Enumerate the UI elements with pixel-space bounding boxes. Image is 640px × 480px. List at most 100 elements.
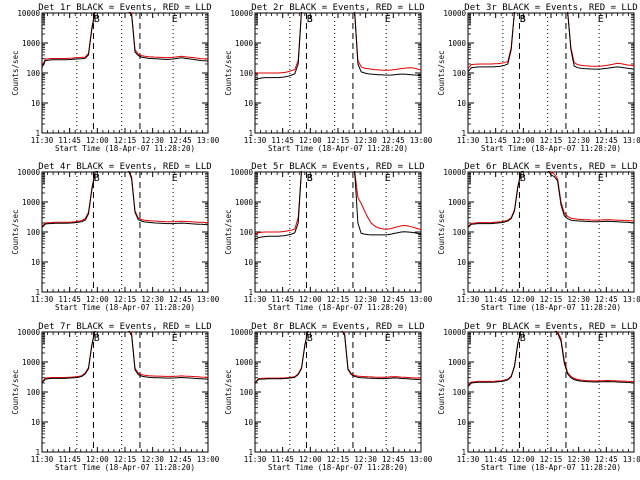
x-tick-label: 11:30 — [244, 295, 267, 304]
x-tick-label: 12:15 — [114, 455, 137, 464]
y-tick-label: 1000 — [448, 358, 467, 367]
series-line-events — [42, 12, 208, 68]
x-tick-label: 13:00 — [623, 136, 640, 145]
annotation-E: E — [598, 14, 604, 25]
x-tick-label: 11:30 — [244, 455, 267, 464]
x-tick-label: 13:00 — [623, 455, 640, 464]
x-tick-label: 12:15 — [327, 295, 350, 304]
plot-frame — [467, 331, 635, 453]
series-line-lld — [255, 331, 421, 384]
y-tick-label: 100 — [239, 228, 253, 237]
x-tick-label: 13:00 — [197, 295, 220, 304]
series-line-events — [42, 331, 208, 384]
y-tick-label: 1000 — [235, 358, 254, 367]
y-tick-label: 100 — [239, 388, 253, 397]
series-line-lld — [468, 331, 634, 387]
chart-panel-4: Det 4r BLACK = Events, RED = LLD 1 10 100 10… — [11, 162, 220, 312]
y-tick-label: 100 — [26, 228, 40, 237]
x-tick-label: 12:15 — [540, 136, 563, 145]
y-tick-label: 100 — [26, 388, 40, 397]
y-tick-label: 10 — [31, 99, 41, 108]
series-line-lld — [42, 12, 208, 68]
y-tick-label: 100 — [452, 69, 466, 78]
x-tick-label: 12:00 — [512, 136, 535, 145]
annotation-E: E — [598, 333, 604, 344]
plot-frame — [467, 12, 635, 134]
y-tick-label: 10000 — [230, 328, 253, 337]
y-tick-label: 10000 — [230, 9, 253, 18]
x-tick-label: 12:30 — [141, 295, 164, 304]
x-tick-label: 11:45 — [58, 295, 81, 304]
y-tick-label: 10000 — [230, 168, 253, 177]
chart-panel-9: Det 9r BLACK = Events, RED = LLD 1 10 100 10… — [437, 322, 640, 472]
x-axis-title: Start Time (18-Apr-07 11:28:20) — [481, 144, 621, 153]
y-tick-label: 100 — [239, 69, 253, 78]
y-tick-label: 100 — [452, 388, 466, 397]
series-line-events — [468, 12, 634, 73]
chart-panel-2: Det 2r BLACK = Events, RED = LLD 1 10 100 10… — [224, 3, 433, 153]
y-axis-title: Counts/sec — [437, 50, 446, 95]
x-tick-label: 13:00 — [410, 295, 433, 304]
y-tick-label: 1 — [248, 129, 253, 138]
series-line-lld — [42, 331, 208, 383]
plot-frame — [41, 12, 209, 134]
chart-panel-1: Det 1r BLACK = Events, RED = LLD 1 10 100 10… — [11, 3, 220, 153]
x-tick-label: 12:30 — [141, 455, 164, 464]
chart-panel-3: Det 3r BLACK = Events, RED = LLD 1 10 100 10… — [437, 3, 640, 153]
x-tick-label: 12:45 — [595, 295, 618, 304]
y-tick-label: 1 — [248, 288, 253, 297]
x-tick-label: 12:45 — [382, 455, 405, 464]
y-axis-title: Counts/sec — [11, 369, 20, 414]
y-tick-label: 1000 — [448, 198, 467, 207]
y-tick-label: 10 — [244, 99, 254, 108]
x-tick-label: 12:30 — [567, 455, 590, 464]
x-tick-label: 13:00 — [623, 295, 640, 304]
y-tick-label: 10 — [457, 99, 467, 108]
annotation-E: E — [172, 14, 178, 25]
annotation-S: S — [307, 173, 313, 184]
annotation-B: B — [307, 14, 313, 25]
x-tick-label: 12:30 — [567, 295, 590, 304]
annotation-B: B — [307, 333, 313, 344]
x-axis-title: Start Time (18-Apr-07 11:28:20) — [268, 303, 408, 312]
x-tick-label: 11:30 — [31, 455, 54, 464]
panel-title: Det 3r BLACK = Events, RED = LLD — [464, 3, 637, 13]
x-axis-title: Start Time (18-Apr-07 11:28:20) — [268, 144, 408, 153]
y-tick-label: 1 — [461, 288, 466, 297]
y-tick-label: 1000 — [22, 358, 41, 367]
x-tick-label: 12:30 — [141, 136, 164, 145]
panel-title: Det 5r BLACK = Events, RED = LLD — [251, 162, 424, 172]
annotation-E: E — [385, 173, 391, 184]
x-tick-label: 12:00 — [512, 295, 535, 304]
y-axis-title: Counts/sec — [437, 369, 446, 414]
annotation-B: B — [94, 14, 100, 25]
series-line-events — [255, 171, 421, 241]
y-axis-title: Counts/sec — [437, 209, 446, 254]
x-tick-label: 12:45 — [382, 295, 405, 304]
y-axis-title: Counts/sec — [224, 369, 233, 414]
panel-title: Det 7r BLACK = Events, RED = LLD — [38, 322, 211, 332]
series-line-lld — [468, 171, 634, 228]
x-tick-label: 13:00 — [410, 136, 433, 145]
chart-panel-7: Det 7r BLACK = Events, RED = LLD 1 10 100 10… — [11, 322, 220, 472]
x-axis-title: Start Time (18-Apr-07 11:28:20) — [55, 463, 195, 472]
y-tick-label: 1 — [35, 129, 40, 138]
x-axis-title: Start Time (18-Apr-07 11:28:20) — [268, 463, 408, 472]
y-tick-label: 10 — [31, 418, 41, 427]
y-tick-label: 1 — [35, 288, 40, 297]
x-tick-label: 11:45 — [271, 295, 294, 304]
x-tick-label: 11:30 — [457, 295, 480, 304]
series-line-events — [255, 12, 421, 81]
y-axis-title: Counts/sec — [11, 50, 20, 95]
y-tick-label: 1000 — [235, 39, 254, 48]
series-line-events — [468, 331, 634, 388]
x-tick-label: 12:45 — [382, 136, 405, 145]
x-tick-label: 12:30 — [354, 136, 377, 145]
y-axis-title: Counts/sec — [11, 209, 20, 254]
plot-frame — [41, 171, 209, 293]
x-tick-label: 12:30 — [354, 455, 377, 464]
y-tick-label: 10 — [31, 258, 41, 267]
x-tick-label: 12:15 — [114, 136, 137, 145]
panel-title: Det 9r BLACK = Events, RED = LLD — [464, 322, 637, 332]
